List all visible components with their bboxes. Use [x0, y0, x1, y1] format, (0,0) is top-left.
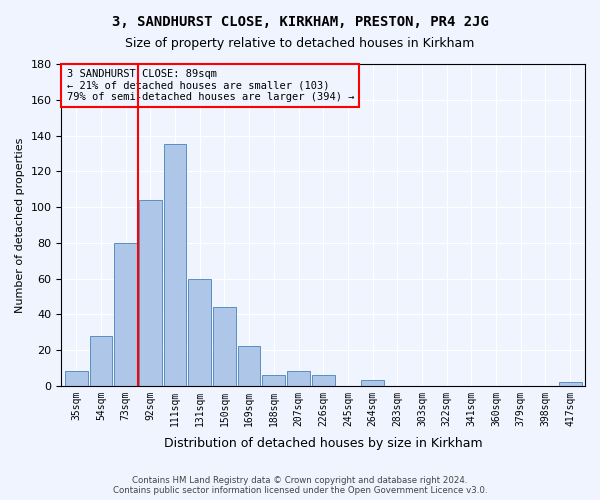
Bar: [361, 380, 384, 386]
Bar: [114, 243, 137, 386]
Bar: [188, 278, 211, 386]
Bar: [65, 372, 88, 386]
Bar: [287, 372, 310, 386]
Bar: [89, 336, 112, 386]
Bar: [213, 307, 236, 386]
Bar: [312, 375, 335, 386]
Bar: [139, 200, 161, 386]
Bar: [238, 346, 260, 386]
X-axis label: Distribution of detached houses by size in Kirkham: Distribution of detached houses by size …: [164, 437, 482, 450]
Bar: [559, 382, 581, 386]
Bar: [262, 375, 285, 386]
Text: Contains HM Land Registry data © Crown copyright and database right 2024.
Contai: Contains HM Land Registry data © Crown c…: [113, 476, 487, 495]
Y-axis label: Number of detached properties: Number of detached properties: [15, 137, 25, 312]
Bar: [164, 144, 187, 386]
Text: 3 SANDHURST CLOSE: 89sqm
← 21% of detached houses are smaller (103)
79% of semi-: 3 SANDHURST CLOSE: 89sqm ← 21% of detach…: [67, 69, 354, 102]
Text: 3, SANDHURST CLOSE, KIRKHAM, PRESTON, PR4 2JG: 3, SANDHURST CLOSE, KIRKHAM, PRESTON, PR…: [112, 15, 488, 29]
Text: Size of property relative to detached houses in Kirkham: Size of property relative to detached ho…: [125, 38, 475, 51]
